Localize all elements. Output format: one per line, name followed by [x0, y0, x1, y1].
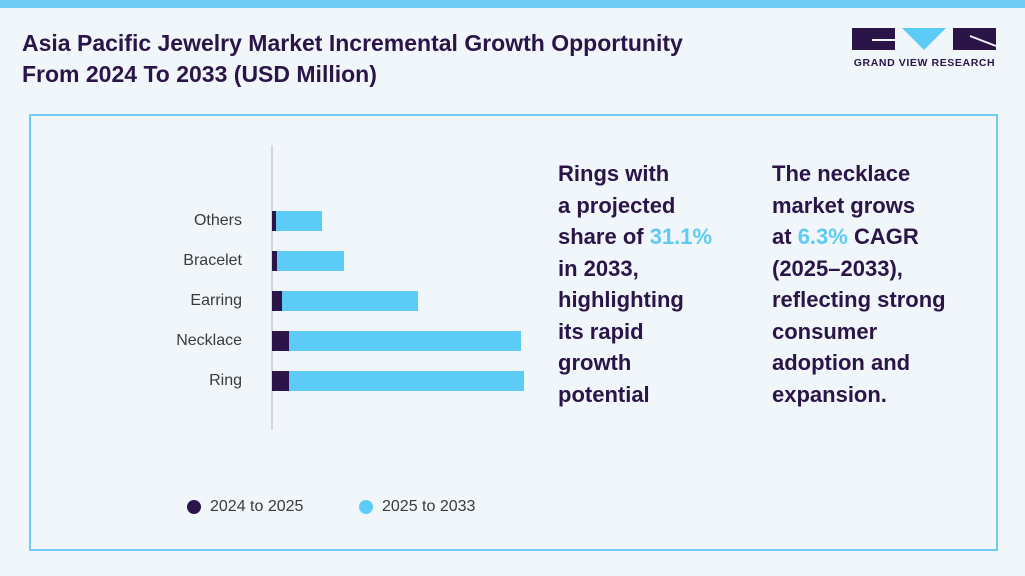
annotation-line: growth	[558, 347, 712, 379]
legend-label: 2024 to 2025	[210, 498, 304, 515]
annotation-line: a projected	[558, 190, 712, 222]
bar-segment	[272, 211, 276, 231]
category-label: Ring	[209, 372, 242, 389]
bar-segment	[272, 331, 289, 351]
text: (2025–2033),	[772, 255, 903, 281]
top-bar	[0, 0, 1025, 8]
annotation-line: consumer	[772, 316, 946, 348]
text: at	[772, 224, 798, 249]
text: consumer	[772, 318, 878, 344]
text: Rings with	[558, 161, 670, 186]
text: growth	[558, 350, 632, 375]
text: in 2033,	[558, 255, 639, 281]
title: Asia Pacific Jewelry Market Incremental …	[22, 30, 683, 87]
bar-segment	[272, 291, 282, 311]
bar-segment	[272, 251, 277, 271]
annotation-line: adoption and	[772, 347, 946, 379]
legend-label: 2025 to 2033	[382, 498, 476, 515]
bar-segment	[276, 211, 322, 231]
annotation: The necklace market grows at 6.3% CAGR (202…	[772, 158, 946, 410]
highlight: 6.3%	[797, 224, 848, 249]
text: potential	[558, 381, 650, 407]
category-label: Bracelet	[183, 252, 242, 269]
annotation-line: The necklace	[772, 158, 946, 190]
annotation-line: (2025–2033),	[772, 253, 946, 285]
bar-segment	[272, 371, 289, 391]
text: The necklace	[772, 161, 911, 186]
annotation-line: in 2033,	[558, 253, 712, 285]
annotation-line: its rapid	[558, 316, 712, 348]
bar-segment	[277, 251, 344, 271]
text: adoption and	[772, 350, 911, 375]
text: a projected	[558, 192, 676, 218]
bar-segment	[289, 371, 524, 391]
brand: GRAND VIEW RESEARCH	[853, 57, 996, 69]
annotation-line: potential	[558, 379, 712, 411]
annotation-line: expansion.	[772, 379, 946, 411]
text: highlighting	[558, 287, 684, 312]
text: CAGR	[847, 224, 919, 249]
annotation-line: Rings with	[558, 158, 712, 190]
annotation-line: share of 31.1%	[558, 221, 712, 253]
text: share of	[558, 224, 650, 249]
text: its rapid	[558, 318, 644, 344]
legend-marker	[187, 500, 201, 514]
annotation-line: market grows	[772, 190, 946, 222]
frame	[29, 114, 998, 551]
highlight: 31.1%	[649, 224, 713, 249]
logo	[852, 28, 997, 50]
annotation-line: reflecting strong	[772, 284, 946, 316]
annotation-line: highlighting	[558, 284, 712, 316]
category-label: Earring	[190, 292, 242, 309]
bar-segment	[282, 291, 418, 311]
bar-segment	[289, 331, 521, 351]
annotation: Rings with a projected share of 31.1% in 20…	[558, 158, 712, 410]
text: market grows	[772, 192, 916, 218]
text: reflecting strong	[772, 287, 946, 312]
category-label: Others	[194, 212, 242, 229]
annotation-line: at 6.3% CAGR	[772, 221, 946, 253]
category-label: Necklace	[176, 332, 242, 349]
text: expansion.	[772, 381, 887, 407]
legend-marker	[359, 500, 373, 514]
